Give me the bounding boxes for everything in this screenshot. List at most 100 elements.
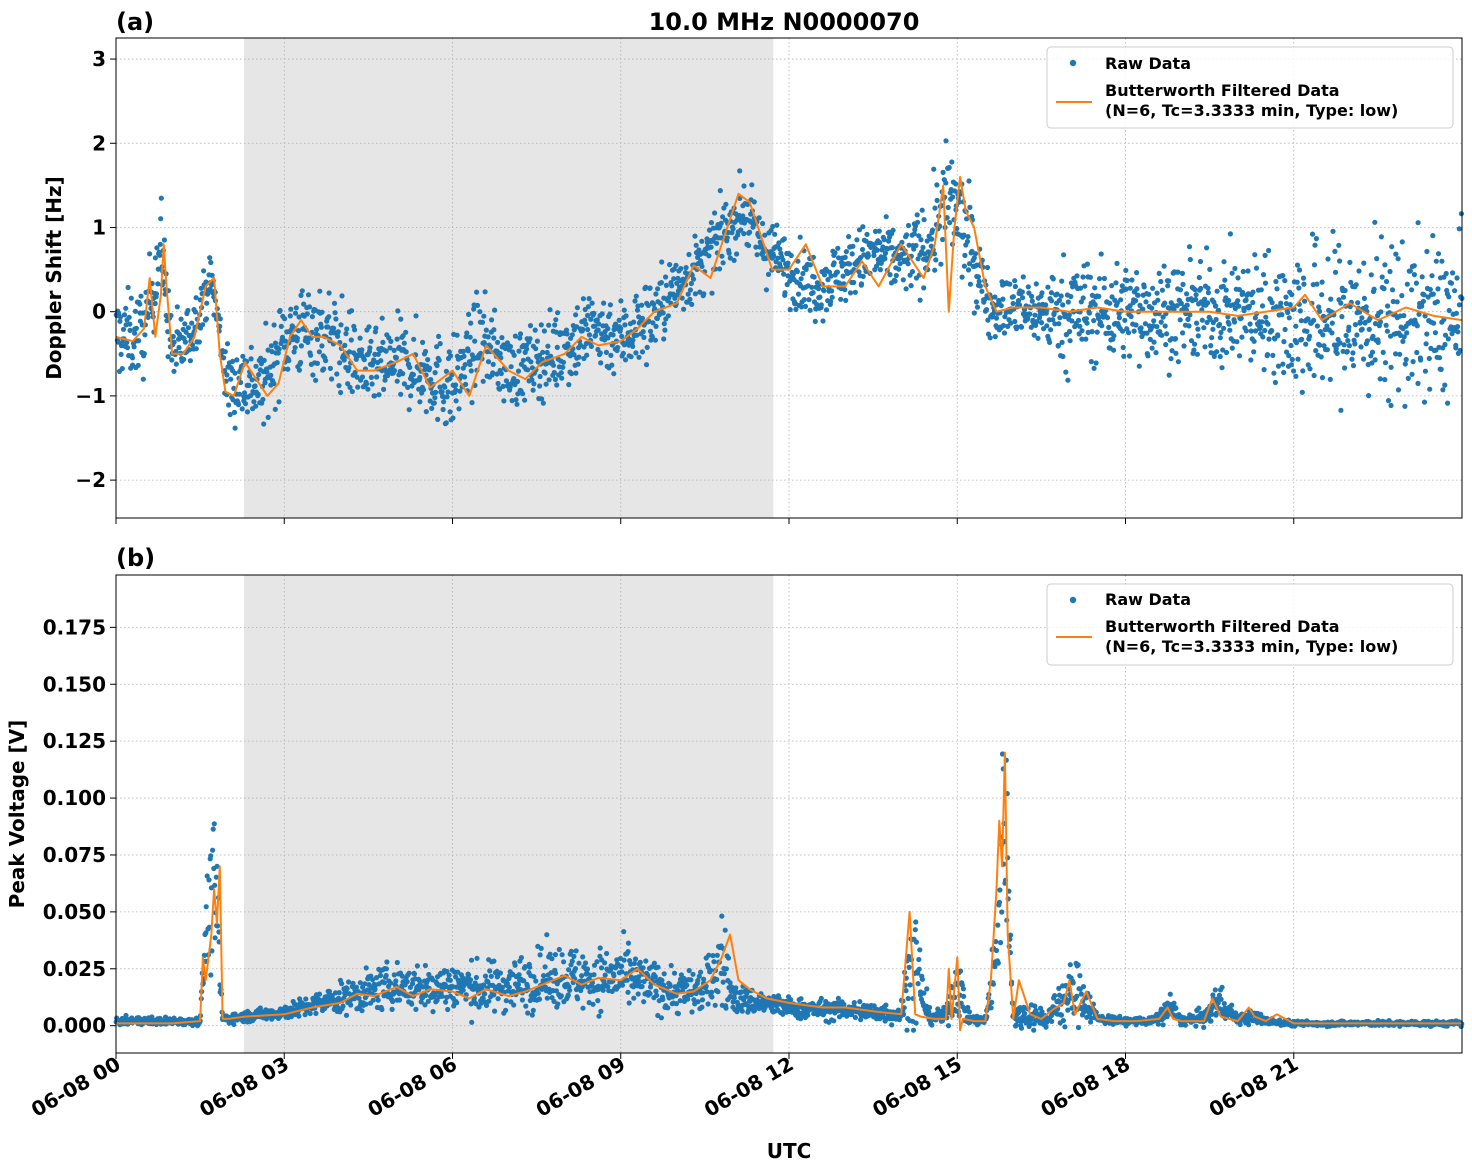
panel-a-raw-point — [1217, 353, 1223, 360]
panel-a-raw-point — [1395, 387, 1402, 393]
panel-b-raw-point — [212, 882, 218, 888]
panel-a-raw-point — [559, 375, 565, 381]
panel-a-raw-point — [661, 336, 667, 342]
panel-a-raw-point — [321, 366, 327, 372]
panel-b-raw-point — [671, 970, 678, 976]
panel-a-raw-point — [329, 376, 335, 382]
panel-a-raw-point — [443, 368, 449, 374]
panel-b-raw-point — [307, 1010, 313, 1017]
panel-a-raw-point — [1349, 356, 1355, 362]
panel-a-raw-point — [1029, 298, 1035, 304]
panel-a-raw-point — [1107, 300, 1113, 306]
panel-a-raw-point — [1151, 339, 1157, 345]
panel-a-raw-point — [580, 296, 587, 302]
panel-a-raw-point — [1146, 291, 1152, 297]
panel-a-raw-point — [1131, 328, 1137, 334]
panel-a-raw-point — [542, 370, 548, 376]
panel-a-raw-point — [512, 333, 519, 339]
panel-b-raw-point — [591, 972, 597, 978]
panel-a-raw-point — [1420, 298, 1426, 304]
panel-a-raw-point — [621, 307, 627, 313]
panel-a-raw-point — [1353, 282, 1359, 288]
panel-a-raw-point — [252, 383, 258, 389]
panel-b-raw-point — [559, 952, 565, 958]
panel-b-raw-point — [473, 1001, 479, 1007]
panel-a-raw-point — [1218, 329, 1224, 336]
panel-a-raw-point — [1332, 269, 1339, 275]
panel-a-raw-point — [1083, 336, 1089, 342]
panel-a-raw-point — [1372, 219, 1378, 225]
panel-a-raw-point — [1378, 309, 1384, 315]
panel-a-raw-point — [495, 339, 501, 345]
panel-a-raw-point — [692, 291, 699, 297]
panel-a-raw-point — [1270, 352, 1276, 358]
panel-a-raw-point — [497, 386, 503, 392]
panel-a-raw-point — [1062, 311, 1068, 317]
panel-b-raw-point — [467, 977, 474, 983]
panel-a-raw-point — [310, 372, 316, 378]
panel-a-raw-point — [1389, 244, 1395, 250]
panel-a-raw-point — [706, 253, 712, 259]
panel-a-raw-point — [1370, 333, 1376, 339]
panel-a-raw-point — [1421, 399, 1428, 405]
panel-a-raw-point — [485, 359, 492, 365]
panel-a-raw-point — [152, 255, 158, 261]
panel-a-raw-point — [619, 333, 625, 339]
panel-a-raw-point — [1010, 294, 1017, 300]
panel-a-raw-point — [1050, 276, 1056, 282]
panel-a-raw-point — [461, 353, 467, 359]
panel-b-raw-point — [988, 1005, 994, 1011]
panel-a-raw-point — [1342, 287, 1348, 294]
panel-b-raw-point — [835, 995, 842, 1001]
panel-a-raw-point — [1338, 300, 1344, 306]
panel-a-raw-point — [1223, 349, 1230, 356]
panel-a-raw-point — [545, 343, 551, 349]
panel-a-raw-point — [1359, 326, 1365, 332]
panel-b-raw-point — [1167, 991, 1173, 997]
panel-a-raw-point — [717, 266, 723, 272]
panel-a-raw-point — [1363, 304, 1369, 310]
panel-a-raw-point — [864, 231, 870, 237]
panel-b-raw-point — [499, 984, 506, 990]
panel-a-raw-point — [1311, 317, 1317, 323]
panel-a-raw-point — [435, 416, 441, 422]
panel-a-raw-point — [1234, 339, 1240, 345]
panel-a-raw-point — [1096, 293, 1102, 299]
panel-b-raw-point — [919, 976, 926, 982]
panel-a-raw-point — [1008, 320, 1014, 326]
panel-b-raw-point — [723, 1005, 729, 1011]
panel-a-raw-point — [1045, 284, 1051, 290]
panel-a-raw-point — [346, 365, 352, 371]
panel-a-raw-point — [1399, 239, 1405, 245]
panel-a-raw-point — [158, 195, 164, 201]
panel-a-raw-point — [472, 338, 478, 344]
panel-a-raw-point — [342, 342, 348, 348]
panel-a-raw-point — [380, 339, 386, 345]
panel-a-raw-point — [152, 300, 158, 307]
panel-a-raw-point — [1358, 344, 1364, 350]
panel-a-raw-point — [966, 178, 972, 184]
panel-a-raw-point — [127, 321, 133, 327]
panel-a-raw-point — [1000, 296, 1006, 302]
panel-a-raw-point — [1446, 294, 1452, 300]
panel-a-raw-point — [533, 346, 539, 352]
panel-b-raw-point — [913, 919, 919, 925]
panel-b-raw-point — [990, 981, 997, 987]
panel-b-raw-point — [701, 976, 707, 982]
panel-a-raw-point — [187, 358, 193, 364]
panel-b-raw-point — [685, 996, 691, 1002]
panel-a-raw-point — [443, 420, 449, 426]
panel-a-raw-point — [644, 344, 650, 350]
panel-a-raw-point — [985, 317, 991, 323]
panel-a-raw-point — [231, 409, 238, 415]
panel-a-raw-point — [1307, 333, 1313, 339]
panel-a-raw-point — [934, 182, 940, 188]
panel-a-raw-point — [965, 267, 972, 273]
panel-a-raw-point — [1300, 368, 1306, 374]
panel-a-raw-point — [408, 393, 414, 399]
panel-a-raw-point — [1239, 334, 1245, 340]
panel-a-raw-point — [1293, 323, 1299, 329]
panel-a-raw-point — [368, 338, 374, 344]
panel-a-raw-point — [138, 293, 144, 299]
panel-a-raw-point — [431, 400, 437, 406]
